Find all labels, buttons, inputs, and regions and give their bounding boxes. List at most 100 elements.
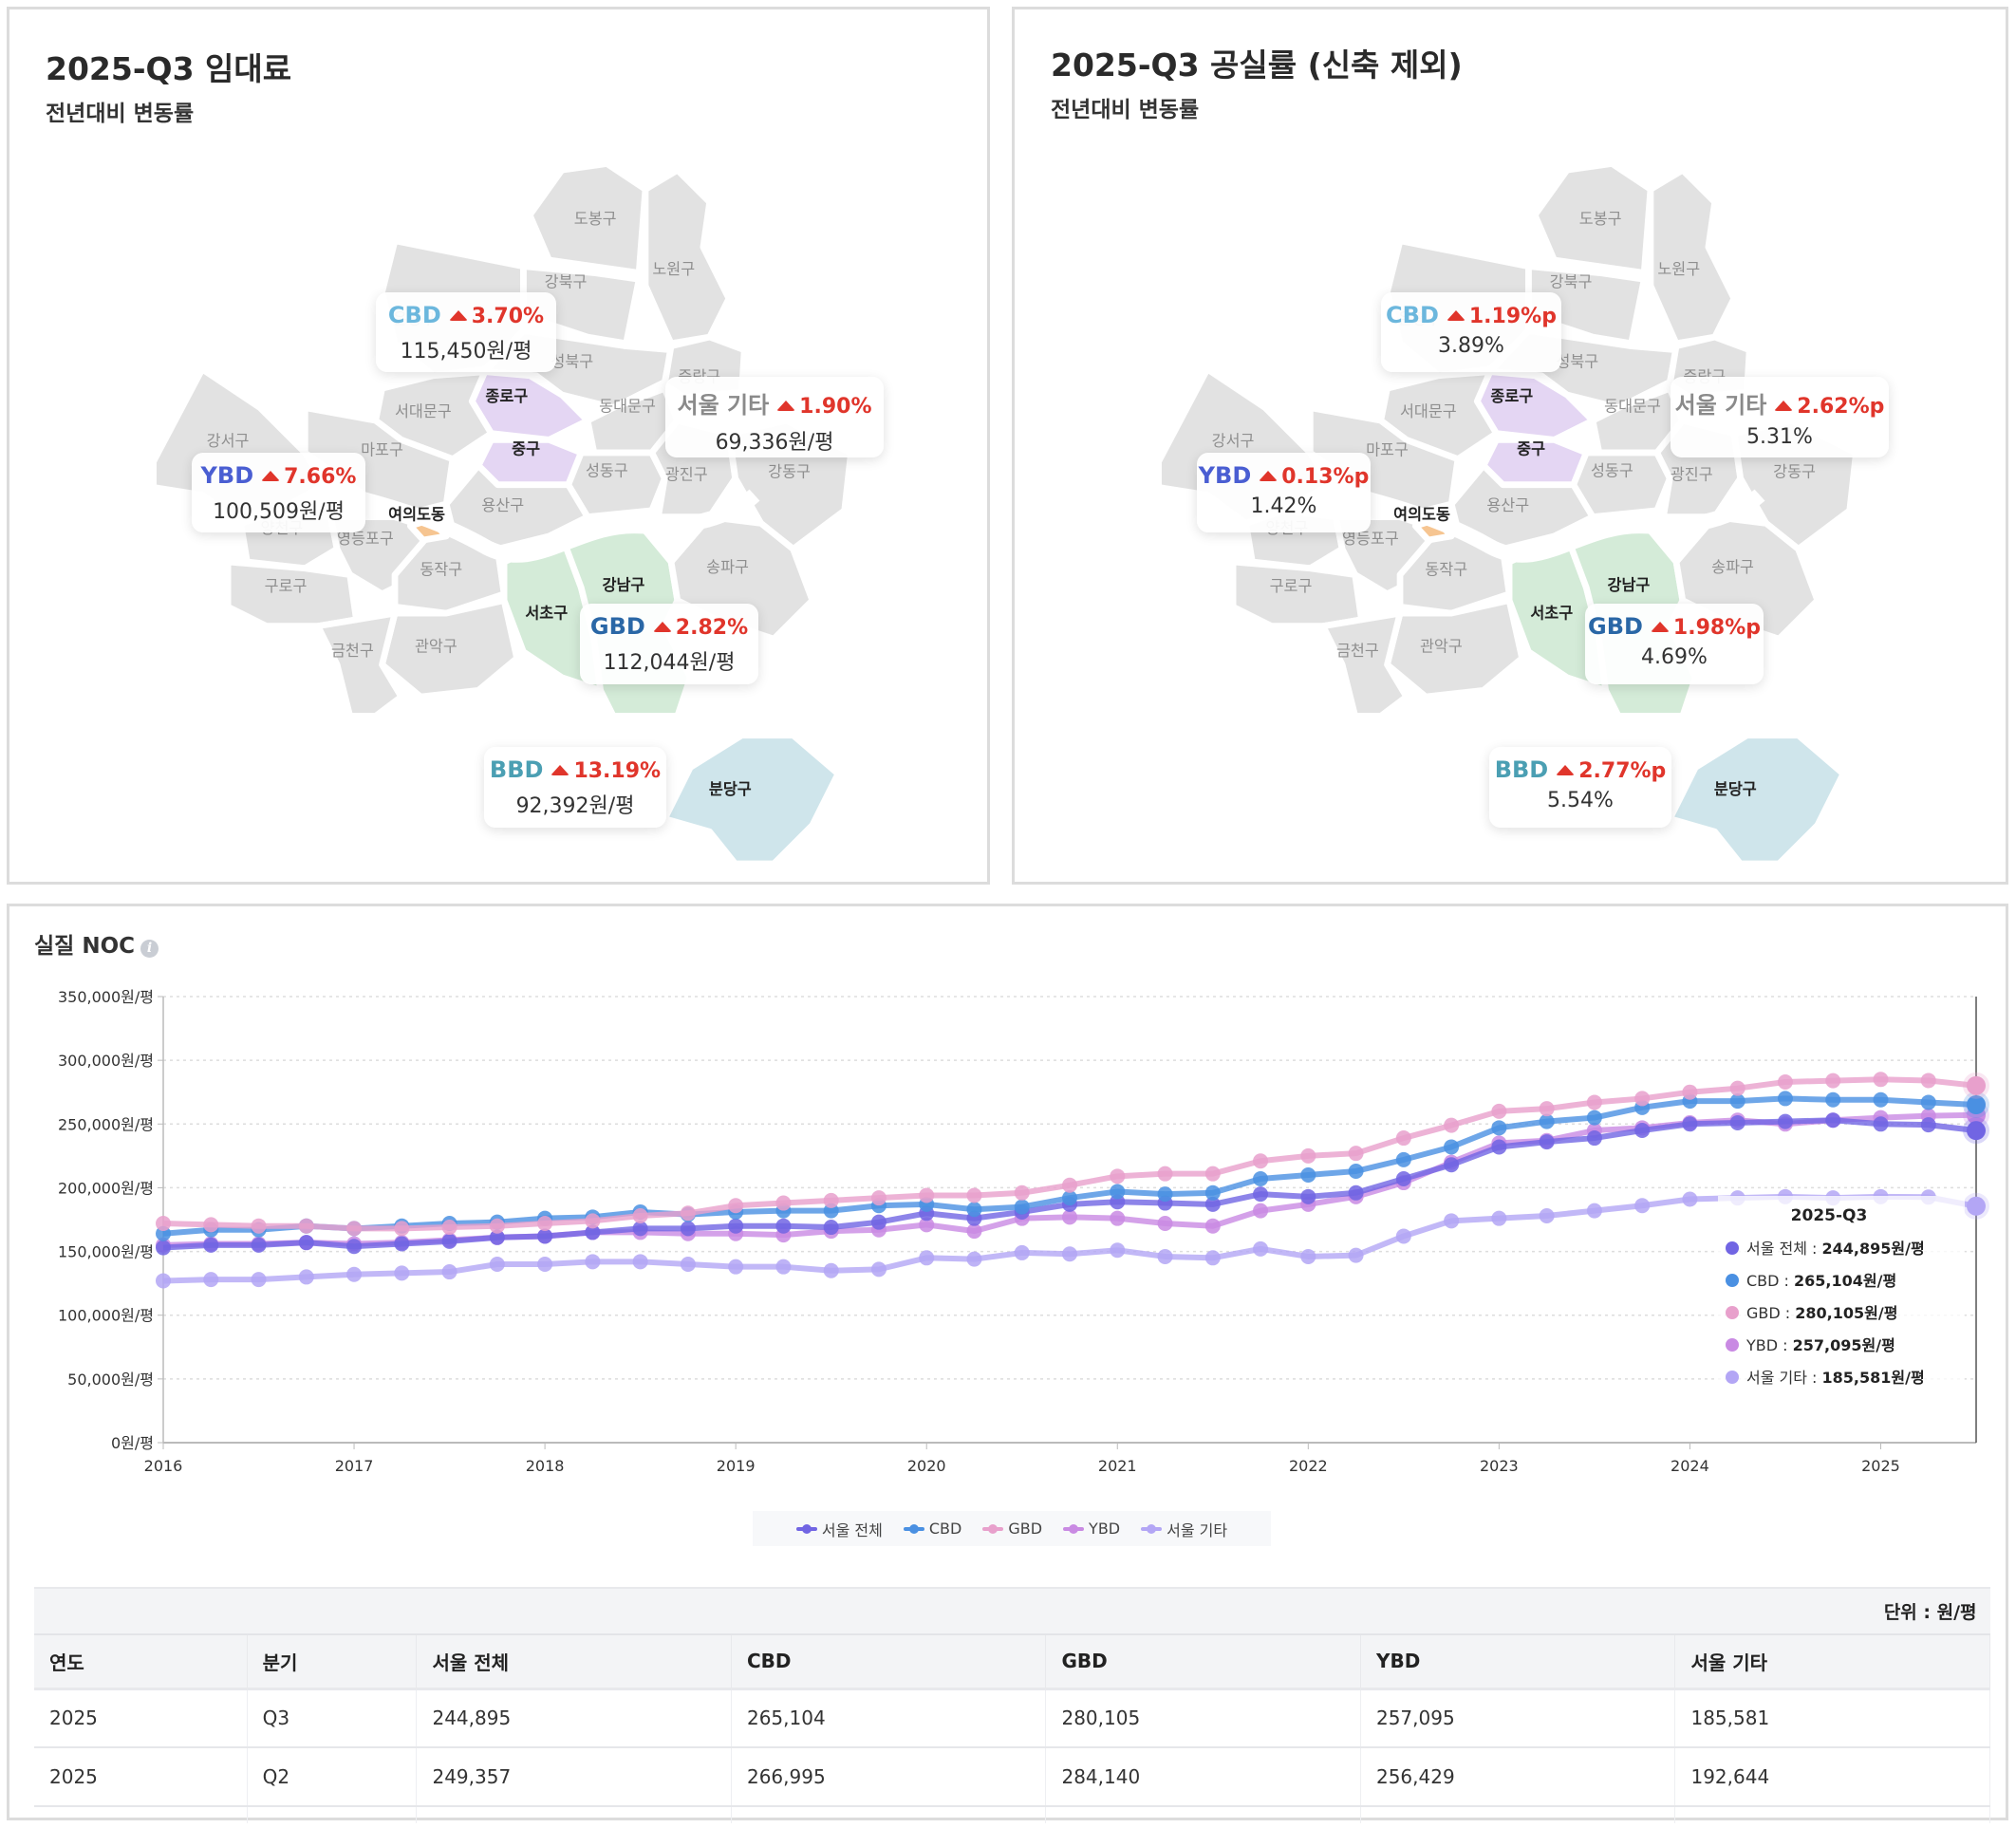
region-value: 100,509원/평 [213, 500, 345, 524]
up-triangle-icon [1774, 401, 1794, 411]
legend-item-seoul-etc[interactable]: 서울 기타 [1141, 1518, 1227, 1540]
data-point [1825, 1091, 1841, 1108]
data-point [1253, 1171, 1269, 1187]
data-point [1348, 1247, 1364, 1263]
region-value: 3.89% [1438, 334, 1504, 358]
tooltip-marker-icon [1726, 1274, 1739, 1287]
data-point [1300, 1147, 1316, 1164]
change-value: 1.98%p [1650, 616, 1761, 640]
table-row: 2025 Q2 249,357 266,995 284,140 256,429 … [34, 1747, 1990, 1807]
district-label: 분당구 [709, 780, 752, 798]
region-value: 92,392원/평 [515, 794, 635, 818]
data-point [441, 1233, 457, 1249]
table-row-partial [34, 1806, 1990, 1823]
data-point [1777, 1073, 1793, 1090]
district-label: 성북구 [1556, 352, 1598, 370]
district-nowon[interactable] [642, 166, 733, 347]
legend-item-cbd[interactable]: CBD [903, 1520, 961, 1538]
data-point [680, 1221, 696, 1237]
x-tick-label: 2017 [335, 1457, 374, 1475]
district-label: 여의도동 [388, 505, 445, 523]
district-label: 영등포구 [337, 530, 394, 548]
district-label: 송파구 [1711, 558, 1754, 576]
legend-item-seoul-total[interactable]: 서울 전체 [795, 1518, 883, 1540]
noc-line-chart[interactable]: 0원/평 50,000원/평 100,000원/평 150,000원/평 200,000… [9, 906, 2006, 1514]
district-label: 용산구 [1486, 496, 1529, 514]
district-bundang[interactable] [1666, 732, 1847, 867]
data-point [585, 1213, 601, 1229]
region-value: 4.69% [1641, 645, 1708, 669]
table-cell: 257,095 [1360, 1688, 1676, 1748]
district-label: 마포구 [1366, 441, 1409, 459]
chart-title: 실질 NOC i [34, 927, 159, 960]
column-header: 서울 전체 [416, 1633, 732, 1690]
data-point [1444, 1157, 1460, 1173]
district-bundang[interactable] [661, 732, 842, 867]
info-icon[interactable]: i [140, 940, 159, 958]
legend-item-gbd[interactable]: GBD [982, 1520, 1042, 1538]
data-point [156, 1273, 171, 1289]
data-point [966, 1202, 982, 1218]
tooltip-label: 서울 전체 [1746, 1240, 1807, 1258]
district-label: 강서구 [1212, 432, 1255, 450]
data-point [966, 1187, 982, 1203]
data-point [1204, 1184, 1221, 1201]
data-point [1062, 1177, 1077, 1193]
district-label: 서대문구 [1400, 402, 1457, 420]
district-nowon[interactable] [1647, 166, 1738, 347]
table-cell: 256,429 [1360, 1747, 1676, 1807]
tooltip-marker-icon [1726, 1241, 1739, 1255]
data-point [1729, 1080, 1745, 1096]
tooltip-label: YBD [1745, 1336, 1778, 1354]
y-tick-label: 100,000원/평 [58, 1307, 154, 1325]
district-label: 강서구 [207, 432, 250, 450]
table-cell: 2025 [34, 1688, 248, 1748]
data-point [251, 1272, 267, 1288]
data-point [489, 1218, 505, 1234]
x-tick-label: 2025 [1861, 1457, 1900, 1475]
region-value: 1.42% [1250, 494, 1317, 518]
table-cell: 185,581 [1674, 1688, 1990, 1748]
data-point [1873, 1072, 1889, 1088]
legend-item-ybd[interactable]: YBD [1063, 1520, 1120, 1538]
data-point [203, 1217, 219, 1233]
data-point [1348, 1163, 1364, 1179]
data-point [1204, 1218, 1221, 1234]
data-point [1920, 1094, 1936, 1110]
separator: : [1778, 1336, 1793, 1354]
tooltip-value: 280,105원/평 [1795, 1304, 1897, 1322]
legend-label: GBD [1008, 1520, 1043, 1538]
data-point [1444, 1213, 1460, 1229]
data-point [1967, 1095, 1986, 1115]
legend-marker-icon [982, 1523, 1004, 1535]
han-river [1320, 479, 1765, 563]
district-label: 중구 [512, 439, 540, 457]
tooltip-label: 서울 기타 [1746, 1369, 1807, 1387]
district-label: 성동구 [586, 461, 628, 479]
data-point [823, 1192, 839, 1208]
han-river [315, 479, 760, 563]
tooltip-label: CBD [1746, 1272, 1779, 1290]
y-tick-label: 250,000원/평 [58, 1115, 154, 1133]
y-tick-label: 300,000원/평 [58, 1052, 154, 1070]
tooltip-title: 2025-Q3 [1791, 1206, 1868, 1225]
callout-gbd: GBD 2.82% 112,044원/평 [580, 604, 758, 684]
data-point [346, 1266, 363, 1282]
district-geumcheon[interactable] [1319, 609, 1410, 719]
data-point [1204, 1166, 1221, 1182]
separator: : [1807, 1369, 1822, 1387]
district-label: 도봉구 [1579, 210, 1622, 228]
data-point [1539, 1134, 1555, 1150]
data-point [1157, 1248, 1173, 1264]
callout-bbd: BBD 2.77%p 5.54% [1489, 747, 1671, 828]
data-point [1300, 1167, 1316, 1183]
data-point [1300, 1248, 1316, 1264]
data-point [346, 1221, 363, 1237]
data-point [1873, 1116, 1889, 1132]
data-point [298, 1269, 314, 1285]
district-geumcheon[interactable] [314, 609, 405, 719]
data-point [870, 1190, 887, 1206]
data-point [1014, 1199, 1030, 1215]
district-label: 강북구 [545, 272, 588, 290]
table-cell: 249,357 [416, 1747, 732, 1807]
